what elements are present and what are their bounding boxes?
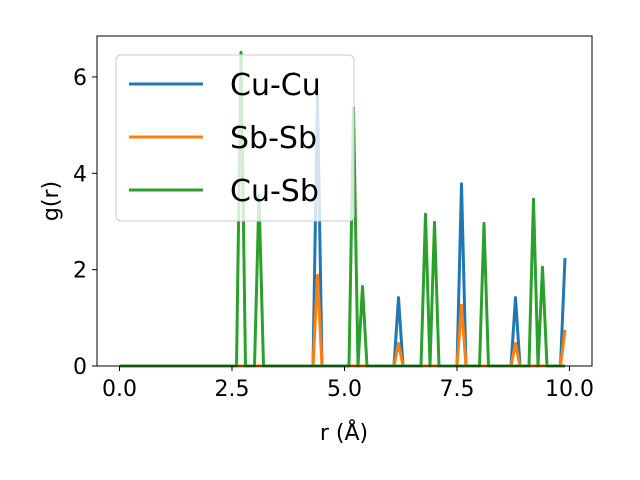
- x-tick-label: 10.0: [545, 377, 594, 402]
- legend-label: Cu-Cu: [230, 68, 321, 103]
- x-tick-label: 2.5: [215, 377, 250, 402]
- x-axis-ticks: 0.0 2.5 5.0 7.5 10.0: [102, 366, 594, 402]
- x-tick-label: 5.0: [327, 377, 362, 402]
- y-axis-ticks: 0 2 4 6: [73, 66, 97, 380]
- x-tick-label: 0.0: [102, 377, 137, 402]
- y-tick-label: 6: [73, 66, 87, 91]
- y-tick-label: 4: [73, 162, 87, 187]
- legend-label: Cu-Sb: [230, 174, 319, 209]
- legend-label: Sb-Sb: [230, 121, 317, 156]
- series-line-cu-sb: [119, 50, 565, 368]
- y-axis-label: g(r): [39, 181, 64, 221]
- y-tick-label: 0: [73, 355, 87, 380]
- y-tick-label: 2: [73, 259, 87, 284]
- legend: Cu-Cu Sb-Sb Cu-Sb: [115, 54, 355, 222]
- legend-box: [115, 54, 355, 222]
- x-tick-label: 7.5: [440, 377, 475, 402]
- x-axis-label: r (Å): [320, 419, 368, 446]
